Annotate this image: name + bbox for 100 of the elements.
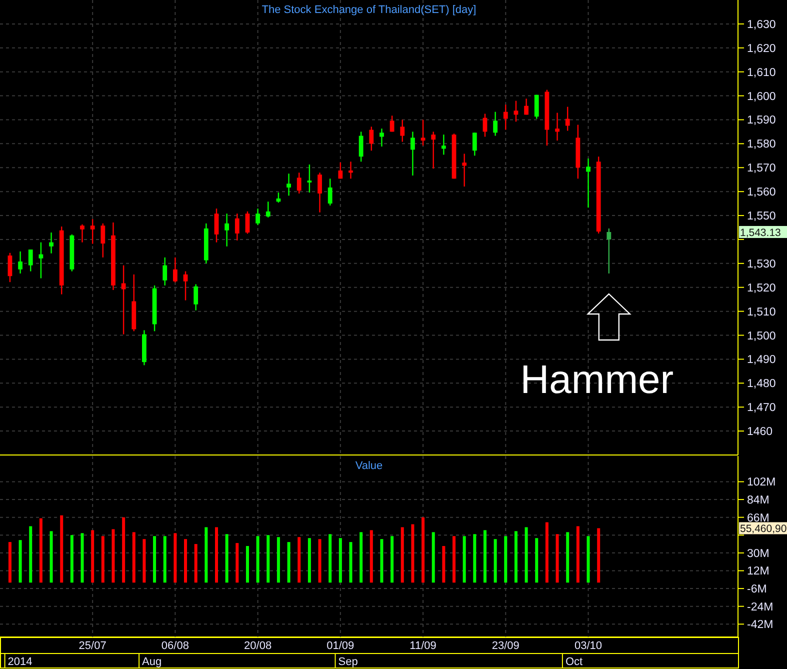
candlestick bbox=[286, 173, 291, 196]
bar bbox=[524, 527, 528, 583]
bar bbox=[194, 544, 198, 583]
candlestick bbox=[586, 158, 590, 208]
y-tick-label: 1,490 bbox=[747, 354, 776, 366]
y-tick-label: 1,590 bbox=[747, 114, 776, 127]
bar bbox=[442, 546, 446, 583]
candlestick bbox=[266, 201, 270, 218]
candlestick bbox=[234, 213, 240, 242]
x-tick-label: 20/08 bbox=[244, 640, 272, 652]
bar bbox=[18, 540, 22, 583]
candlestick bbox=[28, 248, 33, 272]
x-tick-label: 23/09 bbox=[492, 640, 520, 652]
candlestick bbox=[380, 128, 384, 148]
bar bbox=[184, 539, 188, 583]
bar bbox=[411, 524, 414, 583]
x-tick-label: 01/09 bbox=[326, 640, 354, 652]
candlestick bbox=[318, 172, 322, 214]
y-tick-label: 1,500 bbox=[747, 330, 776, 342]
bar bbox=[308, 538, 311, 583]
candlestick bbox=[348, 161, 353, 180]
y-tick-label: 1,620 bbox=[747, 42, 776, 55]
text: 1,543.13 bbox=[740, 226, 782, 239]
bar bbox=[101, 536, 104, 583]
candlestick bbox=[462, 153, 467, 188]
candlestick bbox=[358, 131, 364, 162]
bar bbox=[256, 536, 260, 583]
bar bbox=[452, 536, 456, 583]
bar bbox=[473, 534, 476, 583]
y-tick-label: 1,580 bbox=[747, 138, 776, 151]
y-tick-label: 1,600 bbox=[747, 90, 776, 103]
y-tick-label: 1,470 bbox=[747, 402, 776, 414]
bar bbox=[318, 539, 322, 583]
candlestick bbox=[224, 213, 230, 248]
bar bbox=[504, 536, 508, 583]
bar bbox=[236, 543, 239, 583]
y-tick-label: -6M bbox=[747, 584, 767, 596]
y-tick-label: 1,510 bbox=[747, 306, 776, 318]
bar bbox=[566, 532, 570, 583]
candlestick bbox=[49, 232, 54, 254]
x-tick-label: 25/07 bbox=[78, 640, 106, 652]
candlestick bbox=[420, 119, 426, 146]
bar bbox=[112, 529, 115, 583]
bar bbox=[576, 526, 580, 583]
bar bbox=[328, 534, 332, 583]
candlestick bbox=[256, 208, 260, 226]
bar bbox=[266, 535, 270, 583]
candlestick bbox=[369, 126, 374, 152]
text: Sep bbox=[338, 656, 358, 668]
bar bbox=[556, 534, 559, 583]
text: Oct bbox=[565, 656, 583, 668]
y-tick-label: 66M bbox=[747, 512, 770, 524]
x-tick-label: 11/09 bbox=[410, 640, 436, 652]
candlestick bbox=[214, 208, 219, 243]
bar bbox=[39, 518, 42, 583]
bar bbox=[153, 536, 156, 583]
bar bbox=[462, 536, 466, 583]
y-tick-label: 1460 bbox=[747, 426, 773, 438]
candlestick bbox=[90, 218, 95, 244]
bar bbox=[91, 530, 94, 583]
candlestick bbox=[338, 162, 343, 180]
bar bbox=[432, 532, 435, 583]
chart-title: Value bbox=[355, 460, 383, 472]
bar bbox=[400, 527, 404, 583]
y-tick-label: 1,480 bbox=[747, 378, 776, 390]
candlestick bbox=[183, 270, 188, 301]
y-tick-label: 1,630 bbox=[747, 18, 776, 31]
candlestick bbox=[400, 119, 405, 142]
annotation: Hammer bbox=[520, 358, 674, 402]
y-tick-label: -24M bbox=[747, 601, 774, 614]
candlestick bbox=[80, 224, 84, 243]
candlestick bbox=[162, 256, 168, 286]
bar bbox=[287, 542, 290, 583]
bar bbox=[360, 532, 363, 583]
x-tick-label: 06/08 bbox=[161, 640, 189, 652]
candlestick bbox=[8, 252, 12, 283]
y-tick-label: 102M bbox=[747, 476, 776, 489]
bar bbox=[246, 546, 249, 583]
candlestick bbox=[38, 242, 44, 279]
bar bbox=[29, 526, 32, 583]
candlestick bbox=[121, 264, 126, 335]
bar bbox=[204, 527, 208, 583]
bar bbox=[60, 515, 64, 583]
candlestick bbox=[503, 104, 508, 130]
candlestick bbox=[296, 172, 302, 194]
candlestick bbox=[441, 134, 446, 156]
bar bbox=[514, 531, 518, 583]
y-tick-label: 1,550 bbox=[747, 210, 776, 223]
bar bbox=[338, 538, 342, 583]
bar bbox=[122, 517, 126, 583]
y-tick-label: 1,560 bbox=[747, 186, 776, 199]
bar bbox=[225, 534, 228, 583]
candlestick bbox=[410, 131, 415, 176]
y-tick-label: 1,530 bbox=[747, 258, 776, 270]
candlestick bbox=[565, 106, 570, 132]
y-tick-label: 1,610 bbox=[747, 66, 776, 79]
y-tick-label: 84M bbox=[747, 494, 770, 507]
candlestick bbox=[606, 228, 612, 274]
chart-title: The Stock Exchange of Thailand(SET) [day] bbox=[262, 4, 476, 16]
bar bbox=[586, 536, 590, 583]
